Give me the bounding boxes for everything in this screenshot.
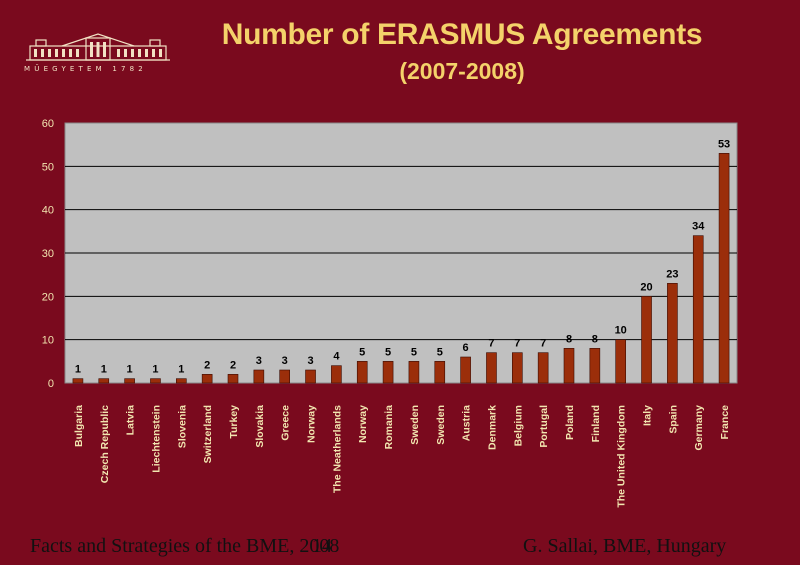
- x-tick-label: Belgium: [512, 405, 524, 446]
- y-tick-label: 40: [42, 205, 54, 217]
- data-label: 7: [540, 338, 546, 350]
- bar: [124, 378, 135, 384]
- x-tick-label: Switzerland: [202, 405, 214, 463]
- bar: [150, 378, 161, 384]
- bar: [563, 348, 575, 384]
- bar: [72, 378, 84, 384]
- y-tick-label: 60: [42, 118, 54, 130]
- bar: [382, 361, 394, 384]
- data-label: 8: [566, 333, 572, 345]
- data-label: 5: [385, 346, 391, 358]
- footer: Facts and Strategies of the BME, 2008 14…: [0, 535, 800, 565]
- data-label: 1: [101, 364, 107, 376]
- data-label: 23: [666, 268, 678, 280]
- bar: [589, 348, 601, 384]
- bar: [667, 283, 678, 384]
- data-label: 2: [204, 359, 210, 371]
- x-tick-label: Norway: [357, 405, 369, 443]
- x-tick-label: Sweden: [435, 405, 447, 445]
- bar: [434, 361, 446, 384]
- data-label: 34: [692, 221, 705, 233]
- x-tick-label: Greece: [280, 405, 292, 441]
- x-tick-label: Norway: [306, 405, 318, 443]
- data-label: 1: [75, 364, 81, 376]
- data-label: 5: [411, 346, 417, 358]
- data-label: 6: [463, 342, 469, 354]
- x-tick-label: Italy: [642, 405, 654, 426]
- data-label: 4: [333, 351, 340, 363]
- bars: [72, 153, 730, 384]
- data-label: 5: [359, 346, 365, 358]
- bar: [176, 378, 187, 384]
- bar: [460, 356, 471, 384]
- chart-title: Number of ERASMUS Agreements: [221, 18, 703, 51]
- data-label: 8: [592, 333, 598, 345]
- logo-caption: MŰEGYETEM 1782: [24, 65, 147, 73]
- x-tick-label: Portugal: [538, 405, 550, 448]
- x-tick-label: France: [719, 405, 731, 440]
- data-label: 53: [718, 138, 730, 150]
- bar: [692, 235, 704, 384]
- y-tick-label: 10: [42, 335, 54, 347]
- bar: [227, 374, 239, 384]
- x-tick-label: Germany: [693, 405, 705, 451]
- x-tick-label: Bulgaria: [73, 405, 85, 447]
- x-tick-label: The Neatherlands: [331, 405, 343, 493]
- bar: [537, 352, 549, 384]
- x-tick-label: Sweden: [409, 405, 421, 445]
- data-label: 7: [514, 338, 520, 350]
- bar: [279, 369, 290, 384]
- bar: [201, 374, 213, 384]
- bar: [98, 378, 110, 384]
- data-label: 3: [307, 355, 313, 367]
- x-tick-labels: Bulgaria Czech Republic Latvia Liechtenstei…: [73, 405, 731, 508]
- x-tick-label: Poland: [564, 405, 576, 440]
- data-label: 3: [282, 355, 288, 367]
- bar: [331, 365, 342, 384]
- data-label: 1: [152, 364, 158, 376]
- data-label: 20: [640, 281, 652, 293]
- y-axis: 0 10 20 30 40 50 60: [42, 118, 54, 390]
- bar: [408, 361, 420, 384]
- x-tick-label: Austria: [461, 405, 473, 441]
- bar: [253, 369, 265, 384]
- x-tick-label: Finland: [590, 405, 602, 442]
- chart-subtitle: (2007-2008): [399, 58, 525, 84]
- bar: [305, 369, 316, 384]
- x-tick-label: Liechtenstein: [150, 405, 162, 473]
- data-label: 2: [230, 359, 236, 371]
- bar: [718, 153, 730, 384]
- x-tick-label: Latvia: [125, 405, 137, 436]
- footer-right-text: G. Sallai, BME, Hungary: [523, 535, 727, 557]
- bar: [641, 296, 652, 384]
- page-number: 14: [312, 535, 332, 557]
- data-label: 1: [127, 364, 133, 376]
- data-label: 1: [178, 364, 184, 376]
- x-tick-label: Slovenia: [176, 405, 188, 448]
- data-label: 10: [615, 325, 627, 337]
- x-tick-label: Slovakia: [254, 405, 266, 448]
- bar: [356, 361, 368, 384]
- data-label: 5: [437, 346, 443, 358]
- footer-left-text: Facts and Strategies of the BME, 2008: [30, 535, 340, 557]
- data-label: 3: [256, 355, 262, 367]
- x-tick-label: Turkey: [228, 405, 240, 439]
- x-tick-label: Czech Republic: [99, 405, 111, 483]
- x-tick-label: Romania: [383, 405, 395, 450]
- bar: [486, 352, 497, 384]
- bar: [512, 352, 523, 384]
- university-logo: [26, 33, 170, 61]
- y-tick-label: 20: [42, 291, 54, 303]
- x-tick-label: The United Kingdom: [616, 405, 628, 508]
- y-tick-label: 50: [42, 161, 54, 173]
- data-label: 7: [488, 338, 494, 350]
- y-tick-label: 0: [48, 378, 54, 390]
- y-tick-label: 30: [42, 248, 54, 260]
- x-tick-label: Denmark: [486, 405, 498, 450]
- x-tick-label: Spain: [667, 405, 679, 434]
- bar: [615, 339, 626, 384]
